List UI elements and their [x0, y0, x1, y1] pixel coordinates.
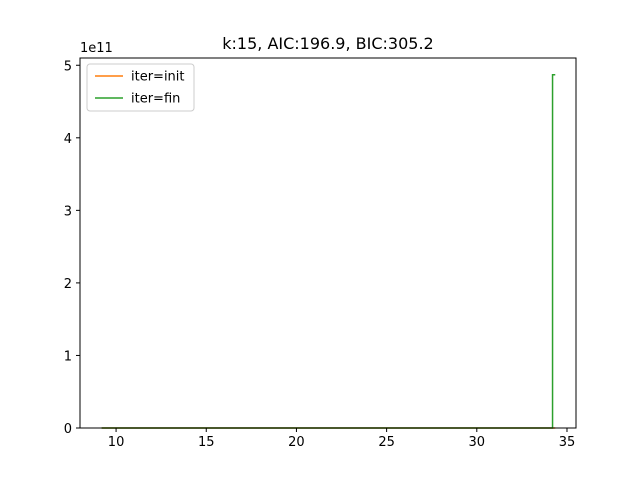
legend-label-1: iter=fin: [131, 92, 180, 107]
chart-title: k:15, AIC:196.9, BIC:305.2: [222, 34, 433, 53]
y-tick-label: 5: [64, 59, 72, 74]
ticks-layer: 10 15 20 25 30 35 0 1 2 3 4 5: [64, 59, 576, 450]
x-tick-label: 20: [288, 435, 305, 450]
x-tick-label: 30: [469, 435, 486, 450]
y-tick-label: 1: [64, 349, 72, 364]
series-layer: [101, 73, 556, 429]
x-tick-label: 25: [378, 435, 395, 450]
y-axis-offset-label: 1e11: [80, 41, 113, 56]
x-tick-label: 35: [559, 435, 576, 450]
y-tick-label: 2: [64, 277, 72, 292]
y-tick-label: 4: [64, 132, 72, 147]
x-tick-label: 10: [108, 435, 125, 450]
legend-label-0: iter=init: [131, 70, 185, 85]
legend: iter=init iter=fin: [86, 63, 195, 112]
y-tick-label: 3: [64, 204, 72, 219]
x-tick-label: 15: [198, 435, 215, 450]
series-line-1: [101, 73, 556, 429]
plot-frame: [79, 57, 577, 429]
y-tick-label: 0: [64, 422, 72, 437]
